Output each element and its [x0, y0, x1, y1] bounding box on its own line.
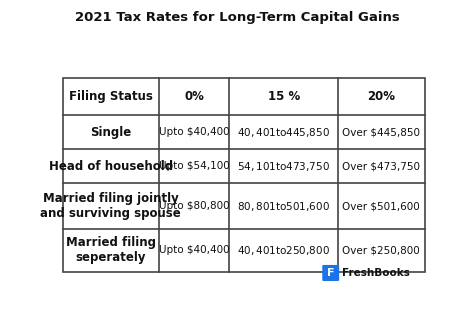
- Text: $80,801 to $501,600: $80,801 to $501,600: [237, 200, 330, 213]
- Text: $40,401 to $250,800: $40,401 to $250,800: [237, 244, 330, 257]
- Text: Married filing
seperately: Married filing seperately: [66, 236, 156, 264]
- Text: Over $250,800: Over $250,800: [343, 245, 420, 255]
- Text: Upto $40,400: Upto $40,400: [159, 245, 229, 255]
- Text: FreshBooks: FreshBooks: [342, 268, 410, 278]
- Text: Over $501,600: Over $501,600: [343, 201, 420, 211]
- Text: Upto $54,100: Upto $54,100: [159, 161, 229, 171]
- Text: F: F: [327, 268, 335, 278]
- Text: Head of household: Head of household: [49, 160, 173, 173]
- Text: 15 %: 15 %: [267, 90, 300, 103]
- Text: $40,401 to $445,850: $40,401 to $445,850: [237, 126, 330, 139]
- Text: Over $445,850: Over $445,850: [342, 127, 420, 137]
- Text: 0%: 0%: [184, 90, 204, 103]
- Text: Over $473,750: Over $473,750: [342, 161, 420, 171]
- Text: Married filing jointly
and surviving spouse: Married filing jointly and surviving spo…: [40, 192, 181, 220]
- Text: 2021 Tax Rates for Long-Term Capital Gains: 2021 Tax Rates for Long-Term Capital Gai…: [74, 11, 400, 24]
- Text: Single: Single: [90, 126, 131, 139]
- Text: 20%: 20%: [367, 90, 395, 103]
- Bar: [63, 78, 425, 271]
- Text: $54,101 to $473,750: $54,101 to $473,750: [237, 160, 330, 173]
- Text: Filing Status: Filing Status: [69, 90, 153, 103]
- Text: Upto $80,800: Upto $80,800: [159, 201, 229, 211]
- FancyBboxPatch shape: [322, 265, 339, 281]
- Text: Upto $40,400: Upto $40,400: [159, 127, 229, 137]
